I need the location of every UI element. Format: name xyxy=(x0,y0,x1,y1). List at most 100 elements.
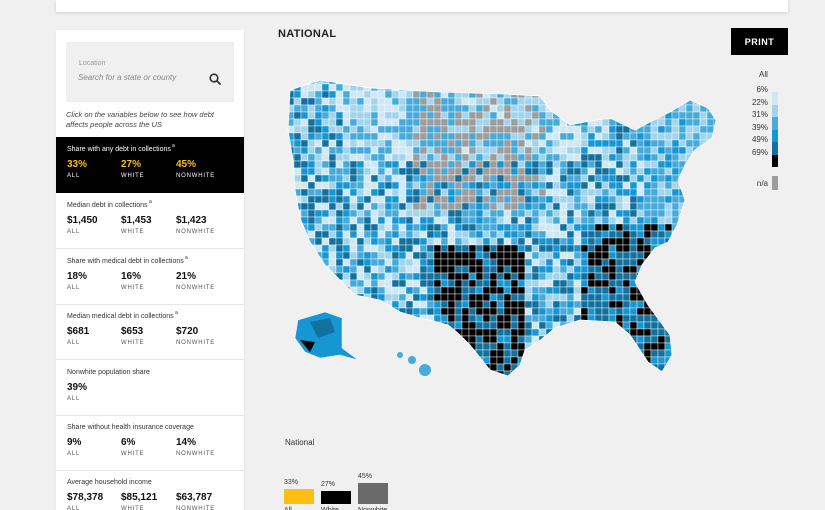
county-cell[interactable] xyxy=(552,125,561,134)
county-cell[interactable] xyxy=(280,77,287,84)
county-cell[interactable] xyxy=(685,167,694,176)
county-cell[interactable] xyxy=(370,118,379,127)
county-cell[interactable] xyxy=(440,111,449,120)
county-cell[interactable] xyxy=(552,286,561,295)
county-cell[interactable] xyxy=(300,125,309,134)
county-cell[interactable] xyxy=(525,70,532,77)
county-cell[interactable] xyxy=(573,111,582,120)
county-cell[interactable] xyxy=(475,244,484,253)
county-cell[interactable] xyxy=(447,230,456,239)
county-cell[interactable] xyxy=(363,300,372,309)
county-cell[interactable] xyxy=(412,90,421,99)
county-cell[interactable] xyxy=(678,244,687,253)
county-cell[interactable] xyxy=(538,90,547,99)
county-cell[interactable] xyxy=(349,237,358,246)
county-cell[interactable] xyxy=(552,342,561,351)
county-cell[interactable] xyxy=(342,335,351,344)
county-cell[interactable] xyxy=(454,209,463,218)
county-cell[interactable] xyxy=(321,132,330,141)
county-cell[interactable] xyxy=(622,307,631,316)
county-cell[interactable] xyxy=(650,125,659,134)
county-cell[interactable] xyxy=(496,349,505,358)
county-cell[interactable] xyxy=(531,83,540,92)
county-cell[interactable] xyxy=(538,300,547,309)
county-cell[interactable] xyxy=(622,265,631,274)
county-cell[interactable] xyxy=(566,153,575,162)
county-cell[interactable] xyxy=(594,356,603,365)
county-cell[interactable] xyxy=(671,286,680,295)
county-cell[interactable] xyxy=(538,118,547,127)
county-cell[interactable] xyxy=(538,195,547,204)
county-cell[interactable] xyxy=(377,230,386,239)
county-cell[interactable] xyxy=(615,104,624,113)
county-cell[interactable] xyxy=(496,195,505,204)
county-cell[interactable] xyxy=(391,258,400,267)
county-cell[interactable] xyxy=(510,139,519,148)
county-cell[interactable] xyxy=(559,125,568,134)
county-cell[interactable] xyxy=(412,181,421,190)
county-cell[interactable] xyxy=(601,97,610,106)
county-cell[interactable] xyxy=(671,328,680,337)
county-cell[interactable] xyxy=(321,111,330,120)
county-cell[interactable] xyxy=(587,342,596,351)
county-cell[interactable] xyxy=(559,216,568,225)
county-cell[interactable] xyxy=(482,153,491,162)
county-cell[interactable] xyxy=(545,272,554,281)
county-cell[interactable] xyxy=(636,258,645,267)
county-cell[interactable] xyxy=(384,258,393,267)
county-cell[interactable] xyxy=(657,342,666,351)
variable-row[interactable]: Average household income $78,378 ALL $85,12… xyxy=(56,470,244,510)
county-cell[interactable] xyxy=(657,335,666,344)
county-cell[interactable] xyxy=(363,244,372,253)
county-cell[interactable] xyxy=(510,188,519,197)
county-cell[interactable] xyxy=(335,90,344,99)
county-cell[interactable] xyxy=(406,378,413,385)
county-cell[interactable] xyxy=(608,104,617,113)
county-cell[interactable] xyxy=(426,209,435,218)
county-cell[interactable] xyxy=(580,328,589,337)
county-cell[interactable] xyxy=(587,300,596,309)
county-cell[interactable] xyxy=(714,378,721,385)
county-cell[interactable] xyxy=(615,174,624,183)
county-cell[interactable] xyxy=(314,125,323,134)
county-cell[interactable] xyxy=(601,195,610,204)
county-cell[interactable] xyxy=(594,279,603,288)
county-cell[interactable] xyxy=(335,104,344,113)
county-cell[interactable] xyxy=(587,328,596,337)
county-cell[interactable] xyxy=(566,356,575,365)
county-cell[interactable] xyxy=(615,146,624,155)
county-cell[interactable] xyxy=(608,328,617,337)
county-cell[interactable] xyxy=(300,293,309,302)
county-cell[interactable] xyxy=(573,335,582,344)
county-cell[interactable] xyxy=(664,160,673,169)
county-cell[interactable] xyxy=(349,139,358,148)
county-cell[interactable] xyxy=(426,223,435,232)
county-cell[interactable] xyxy=(650,167,659,176)
county-cell[interactable] xyxy=(657,356,666,365)
county-cell[interactable] xyxy=(573,174,582,183)
county-cell[interactable] xyxy=(440,216,449,225)
county-cell[interactable] xyxy=(671,293,680,302)
county-cell[interactable] xyxy=(454,181,463,190)
county-cell[interactable] xyxy=(664,139,673,148)
county-cell[interactable] xyxy=(657,314,666,323)
county-cell[interactable] xyxy=(538,342,547,351)
county-cell[interactable] xyxy=(335,307,344,316)
county-cell[interactable] xyxy=(307,118,316,127)
county-cell[interactable] xyxy=(566,342,575,351)
county-cell[interactable] xyxy=(377,209,386,218)
county-cell[interactable] xyxy=(531,195,540,204)
county-cell[interactable] xyxy=(287,188,295,197)
county-cell[interactable] xyxy=(489,279,498,288)
county-cell[interactable] xyxy=(524,300,533,309)
county-cell[interactable] xyxy=(566,272,575,281)
county-cell[interactable] xyxy=(503,216,512,225)
county-cell[interactable] xyxy=(490,70,497,77)
county-cell[interactable] xyxy=(699,83,708,92)
county-cell[interactable] xyxy=(629,300,638,309)
county-cell[interactable] xyxy=(328,286,337,295)
county-cell[interactable] xyxy=(475,300,484,309)
county-cell[interactable] xyxy=(356,335,365,344)
county-cell[interactable] xyxy=(300,160,309,169)
county-cell[interactable] xyxy=(573,104,582,113)
